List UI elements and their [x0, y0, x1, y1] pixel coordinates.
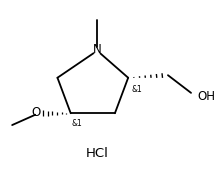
Text: N: N [93, 43, 102, 56]
Text: &1: &1 [131, 85, 142, 94]
Text: OH: OH [198, 90, 216, 103]
Text: HCl: HCl [86, 147, 109, 160]
Text: &1: &1 [72, 119, 83, 128]
Text: O: O [32, 106, 41, 119]
